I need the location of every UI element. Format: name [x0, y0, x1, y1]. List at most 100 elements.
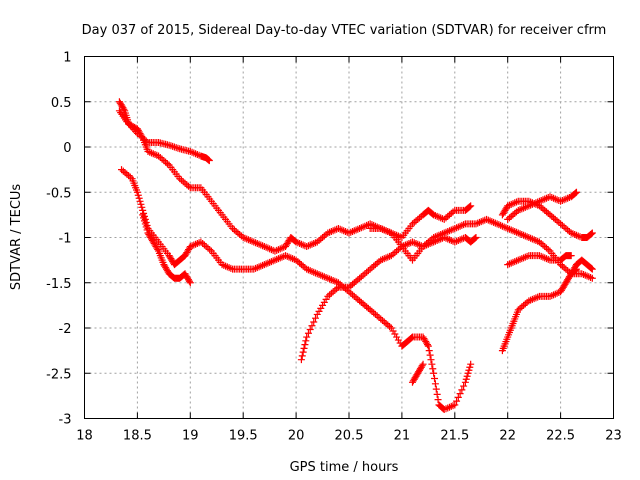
y-tick-label: -1: [59, 232, 72, 247]
data-point: [425, 347, 433, 355]
data-point: [186, 279, 194, 287]
data-point: [304, 329, 312, 337]
data-point: [587, 230, 595, 238]
data-point: [136, 197, 144, 205]
data-point: [311, 314, 319, 322]
data-point: [472, 234, 480, 241]
chart-title: Day 037 of 2015, Sidereal Day-to-day VTE…: [82, 23, 607, 38]
data-point: [460, 382, 468, 390]
data-point: [169, 142, 177, 150]
data-point: [456, 390, 464, 398]
axis-ticks: 18 18.5 19 19.5 20 20.5 21 21.5 22 22.5 23 1 0.5 0 -0.…: [46, 51, 622, 444]
y-tick-label: -1.5: [46, 277, 71, 292]
series-arc-b: [115, 98, 475, 255]
data-point: [423, 341, 431, 349]
data-point: [301, 341, 309, 349]
data-point: [431, 380, 439, 388]
data-point: [424, 342, 432, 350]
data-point: [429, 365, 437, 373]
data-point: [140, 214, 148, 222]
data-point: [428, 360, 436, 368]
y-tick-label: -2: [59, 322, 72, 337]
data-point: [299, 348, 307, 356]
data-point: [142, 223, 150, 231]
series-arc-e: [297, 234, 480, 364]
data-point: [464, 369, 472, 377]
series-arc-d: [139, 211, 194, 287]
data-point: [205, 157, 213, 165]
data-point: [465, 366, 473, 374]
data-point: [434, 396, 442, 404]
data-point: [143, 226, 151, 234]
data-point: [302, 337, 310, 345]
data-point: [572, 188, 580, 196]
data-point: [466, 203, 474, 211]
data-point: [432, 385, 440, 393]
data-point: [461, 378, 469, 386]
data-point: [467, 202, 475, 210]
data-point: [120, 105, 128, 113]
data-point: [451, 401, 459, 409]
data-point: [138, 132, 146, 140]
x-tick-label: 18.5: [123, 429, 152, 444]
data-point: [588, 274, 596, 282]
series-arc-a: [115, 107, 213, 165]
x-tick-label: 21.5: [440, 429, 469, 444]
plot-frame: [84, 56, 614, 419]
data-point: [140, 217, 148, 225]
data-point: [300, 344, 308, 352]
x-tick-label: 20.5: [335, 429, 364, 444]
data-point: [462, 375, 470, 383]
data-point: [154, 246, 162, 254]
data-point: [298, 352, 306, 360]
x-tick-label: 23: [605, 429, 622, 444]
series-arc-j: [504, 252, 575, 269]
data-point: [572, 189, 580, 197]
series-arc-h: [498, 265, 580, 355]
data-point: [139, 211, 147, 219]
x-tick-label: 19: [182, 429, 199, 444]
y-tick-label: 0: [63, 141, 71, 156]
data-point: [588, 265, 596, 273]
data-point: [453, 397, 461, 405]
data-point: [134, 191, 142, 199]
data-point: [308, 322, 316, 330]
y-tick-label: 1: [63, 51, 71, 66]
data-point: [137, 200, 145, 208]
x-axis-label: GPS time / hours: [290, 460, 399, 475]
data-point: [454, 393, 462, 401]
y-axis-label: SDTVAR / TECUs: [9, 184, 24, 291]
series-arc-g: [408, 360, 427, 386]
data-point: [167, 142, 175, 150]
x-tick-label: 22.5: [546, 429, 575, 444]
data-point: [141, 220, 149, 228]
data-point: [467, 360, 475, 368]
data-point: [466, 363, 474, 371]
series-arc-i: [498, 197, 596, 241]
data-point: [185, 277, 193, 285]
data-point: [133, 188, 141, 196]
data-point: [433, 390, 441, 398]
x-tick-label: 18: [76, 429, 93, 444]
x-tick-label: 19.5: [229, 429, 258, 444]
data-point: [165, 141, 173, 149]
data-point: [174, 144, 182, 152]
data-point: [588, 229, 596, 237]
data-point: [431, 375, 439, 383]
data-point: [587, 264, 595, 272]
series-arc-l: [567, 256, 596, 278]
x-tick-label: 22: [499, 429, 516, 444]
data-point: [430, 369, 438, 377]
data-point: [138, 203, 146, 211]
y-tick-label: -2.5: [46, 367, 71, 382]
y-tick-label: -3: [59, 413, 72, 428]
data-point: [306, 326, 314, 334]
series-arc-c: [118, 166, 475, 413]
data-point: [310, 318, 318, 326]
y-tick-label: -0.5: [46, 186, 71, 201]
data-points: [115, 98, 596, 413]
data-point: [170, 143, 178, 151]
y-tick-label: 0.5: [51, 96, 72, 111]
data-point: [426, 351, 434, 359]
